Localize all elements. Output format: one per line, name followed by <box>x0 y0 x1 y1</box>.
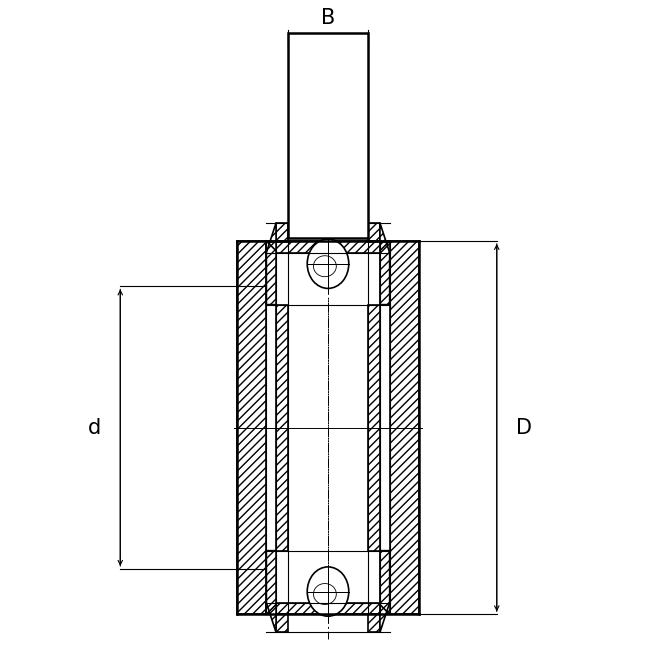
Ellipse shape <box>307 239 349 289</box>
Polygon shape <box>380 550 390 632</box>
Ellipse shape <box>307 567 349 616</box>
Polygon shape <box>266 603 390 614</box>
Polygon shape <box>266 550 276 632</box>
Polygon shape <box>237 241 266 614</box>
Polygon shape <box>368 223 380 241</box>
Text: d: d <box>87 418 101 438</box>
Text: B: B <box>321 8 335 28</box>
Polygon shape <box>380 223 390 304</box>
Polygon shape <box>288 33 368 237</box>
Polygon shape <box>368 304 380 550</box>
Polygon shape <box>266 241 390 253</box>
Polygon shape <box>368 614 380 632</box>
Text: D: D <box>516 418 532 438</box>
Polygon shape <box>276 223 288 241</box>
Polygon shape <box>390 241 419 614</box>
Polygon shape <box>276 304 288 550</box>
Polygon shape <box>266 223 276 304</box>
Polygon shape <box>276 614 288 632</box>
